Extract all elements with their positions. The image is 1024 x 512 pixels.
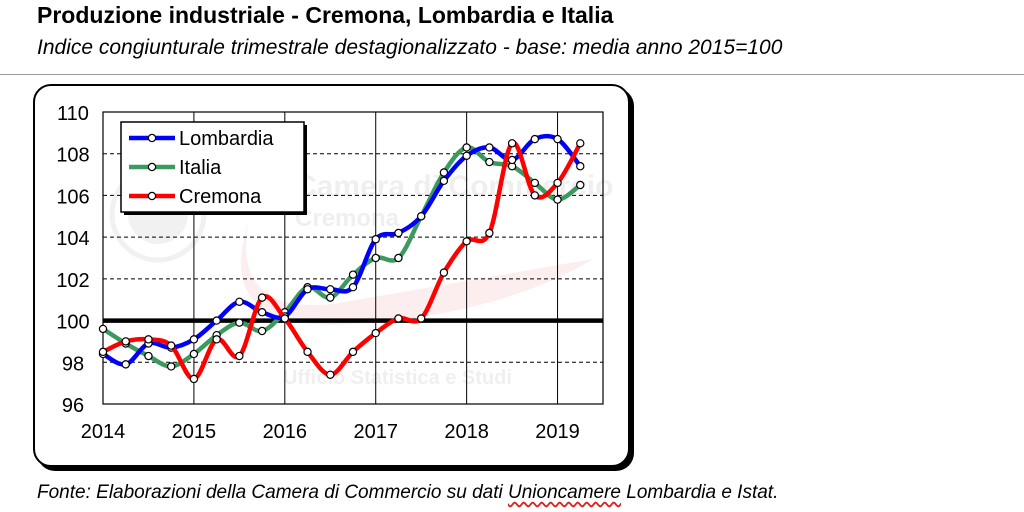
source-prefix: Fonte: Elaborazioni della Camera di Comm… <box>37 482 508 503</box>
series-line-lombardia <box>100 133 583 367</box>
legend-label-cremona: Cremona <box>179 186 262 208</box>
data-point-lombardia <box>303 285 312 294</box>
source-underlined-word: Unioncamere <box>508 482 621 503</box>
watermark-swoosh <box>241 224 593 325</box>
data-point-cremona <box>394 314 403 323</box>
legend-marker-italia <box>147 162 157 172</box>
y-tick-label: 108 <box>56 145 89 167</box>
data-point-lombardia <box>530 134 540 144</box>
data-point-italia <box>235 318 244 327</box>
chart-subtitle: Indice congiunturale trimestrale destagi… <box>37 36 783 59</box>
y-tick-label: 102 <box>56 270 89 292</box>
data-point-italia <box>530 178 540 188</box>
line-chart: Camera di Commercio Cremona Ufficio Stat… <box>56 103 613 443</box>
data-point-italia <box>462 143 471 152</box>
legend: Lombardia Italia Cremona <box>120 121 307 215</box>
data-point-cremona <box>530 191 540 200</box>
x-tick-label: 2018 <box>444 421 489 443</box>
data-point-cremona <box>212 335 221 344</box>
data-point-italia <box>326 293 335 302</box>
data-point-cremona <box>189 374 199 384</box>
data-point-cremona <box>553 178 562 188</box>
data-point-cremona <box>144 335 153 344</box>
data-point-cremona <box>371 328 380 338</box>
data-point-lombardia <box>553 134 562 144</box>
data-point-italia <box>257 326 267 336</box>
data-point-lombardia <box>394 228 403 238</box>
legend-marker-cremona <box>147 191 157 201</box>
data-point-italia <box>348 270 358 279</box>
data-point-italia <box>439 168 449 177</box>
x-tick-label: 2019 <box>535 421 580 443</box>
source-suffix: Lombardia e Istat. <box>621 482 779 503</box>
data-point-cremona <box>303 347 312 357</box>
data-point-cremona <box>462 237 471 246</box>
series-line-cremona <box>100 140 583 382</box>
data-point-cremona <box>416 314 426 323</box>
y-tick-label: 98 <box>62 353 84 375</box>
legend-label-lombardia: Lombardia <box>179 128 274 150</box>
watermark-line3: Ufficio Statistica e Studi <box>283 367 512 389</box>
data-point-cremona <box>98 347 108 357</box>
x-tick-label: 2015 <box>172 421 217 443</box>
header-divider <box>0 74 1024 75</box>
data-point-cremona <box>257 293 267 302</box>
data-point-lombardia <box>189 335 199 344</box>
x-tick-label: 2014 <box>81 421 126 443</box>
x-tick-label: 2017 <box>353 421 398 443</box>
data-point-cremona <box>326 370 335 379</box>
data-point-lombardia <box>576 162 585 171</box>
data-point-lombardia <box>371 235 380 244</box>
chart-title: Produzione industriale - Cremona, Lombar… <box>37 2 614 28</box>
data-point-italia <box>371 253 380 263</box>
data-point-italia <box>98 324 108 334</box>
data-point-italia <box>189 349 199 359</box>
y-tick-label: 104 <box>56 228 89 250</box>
data-point-cremona <box>485 228 494 238</box>
legend-label-italia: Italia <box>179 157 222 179</box>
data-point-lombardia <box>507 155 517 165</box>
data-point-italia <box>394 253 403 263</box>
data-point-italia <box>166 362 176 371</box>
y-tick-label: 96 <box>62 395 84 417</box>
data-point-lombardia <box>462 151 471 161</box>
y-tick-label: 110 <box>57 103 89 125</box>
y-tick-label: 106 <box>56 186 89 208</box>
data-point-italia <box>553 195 562 204</box>
data-point-cremona <box>121 337 130 346</box>
data-point-cremona <box>280 314 290 323</box>
data-point-lombardia <box>348 282 358 292</box>
data-point-lombardia <box>485 143 494 152</box>
data-point-lombardia <box>439 176 449 186</box>
data-point-lombardia <box>257 308 267 317</box>
y-tick-label: 100 <box>56 312 89 334</box>
data-point-lombardia <box>326 285 335 294</box>
axes: 96 98 100 102 104 106 108 110 2014 2015 2016 2017 20… <box>56 103 604 443</box>
data-point-cremona <box>348 347 358 357</box>
data-point-lombardia <box>235 297 244 306</box>
data-point-cremona <box>576 139 585 148</box>
data-point-cremona <box>235 351 244 361</box>
data-point-lombardia <box>121 360 130 369</box>
legend-marker-lombardia <box>147 133 157 143</box>
data-point-lombardia <box>416 212 426 221</box>
data-point-italia <box>485 157 494 167</box>
data-point-cremona <box>439 268 449 277</box>
source-note: Fonte: Elaborazioni della Camera di Comm… <box>37 482 778 504</box>
data-point-lombardia <box>212 316 221 325</box>
data-point-cremona <box>507 139 517 148</box>
data-point-italia <box>576 180 585 190</box>
series <box>98 133 585 384</box>
data-point-italia <box>144 351 153 361</box>
plot-border <box>102 111 604 405</box>
data-point-cremona <box>166 341 176 350</box>
watermark-line2: Cremona <box>295 205 400 232</box>
x-tick-label: 2016 <box>263 421 308 443</box>
